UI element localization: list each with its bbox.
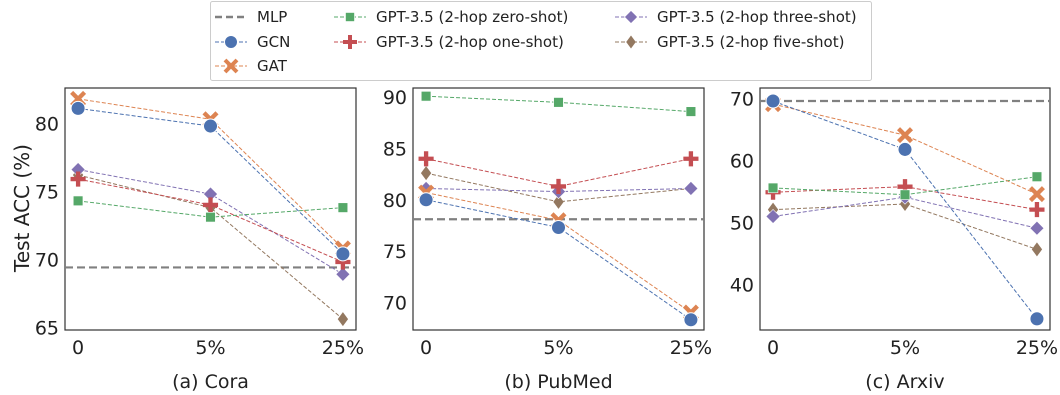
point-five [1031, 242, 1043, 257]
y-tick-label: 70 [383, 292, 407, 314]
series-three [70, 162, 351, 282]
y-tick-label: 70 [730, 89, 754, 111]
point-gcn [550, 219, 567, 235]
y-tick-label: 80 [35, 113, 59, 135]
point-zero [685, 106, 697, 117]
point-five [553, 194, 564, 209]
legend-item-gat: GAT [215, 57, 288, 75]
x-tick-label: 25% [670, 337, 712, 359]
panel-3: 40 50 60 70 0 5% 25% (c) Arxiv [730, 87, 1058, 393]
legend-marker-one [343, 35, 357, 49]
legend-marker-gat [223, 58, 239, 74]
panel-1: 65 70 75 80 0 5% 25% (a) Cora [35, 87, 364, 393]
point-zero [420, 91, 432, 102]
y-axis-label: Test ACC (%) [10, 144, 34, 273]
y-tick-label: 70 [35, 249, 59, 271]
series-one [418, 151, 699, 195]
point-gcn [897, 141, 913, 157]
y-tick-label: 80 [383, 190, 407, 212]
x-tick-label: 0 [767, 337, 779, 359]
point-one [1029, 202, 1045, 218]
legend: MLP GCN GAT GPT-3.5 (2-hop zero-shot) GPT-3.… [210, 1, 872, 81]
point-one [550, 178, 567, 195]
point-five [420, 166, 432, 181]
legend-item-mlp: MLP [215, 8, 287, 26]
point-zero [337, 202, 349, 213]
point-three [335, 266, 351, 282]
series-zero [420, 91, 697, 117]
legend-label-one: GPT-3.5 (2-hop one-shot) [376, 33, 564, 51]
point-gcn [683, 312, 699, 328]
point-zero [553, 97, 564, 108]
y-tick-label: 50 [730, 213, 754, 235]
y-tick-label: 90 [383, 87, 407, 109]
legend-marker-gcn [224, 35, 238, 49]
point-one [683, 151, 699, 167]
panels: 65 70 75 80 0 5% 25% (a) Cora 70 75 80 85 90 0 5% 25% (b… [35, 87, 1058, 393]
point-three [1029, 220, 1045, 236]
y-tick-label: 60 [730, 151, 754, 173]
legend-item-one: GPT-3.5 (2-hop one-shot) [334, 33, 564, 51]
y-tick-label: 75 [35, 181, 59, 203]
legend-item-zero: GPT-3.5 (2-hop zero-shot) [334, 8, 568, 26]
point-gat [1028, 186, 1045, 203]
legend-label-gcn: GCN [257, 33, 290, 51]
point-gcn [1029, 311, 1045, 327]
series-gcn [70, 100, 351, 262]
point-gcn [202, 118, 219, 134]
series-gcn [418, 192, 699, 328]
point-three [683, 181, 699, 196]
legend-marker-zero [345, 12, 355, 22]
point-zero [899, 189, 911, 200]
panel-2: 70 75 80 85 90 0 5% 25% (b) PubMed [383, 87, 712, 393]
x-tick-label: 5% [543, 337, 573, 359]
series-gcn [765, 93, 1045, 327]
x-tick-label: 25% [1016, 337, 1058, 359]
legend-item-three: GPT-3.5 (2-hop three-shot) [615, 8, 857, 26]
legend-label-gat: GAT [257, 57, 288, 75]
point-zero [767, 182, 779, 194]
point-three [765, 209, 781, 224]
x-tick-label: 0 [72, 337, 84, 359]
legend-marker-three [624, 10, 638, 24]
point-gat [896, 127, 914, 144]
y-tick-label: 85 [383, 139, 407, 161]
point-one [202, 197, 219, 213]
point-one [70, 171, 86, 187]
panel-title: (a) Cora [172, 371, 249, 393]
legend-label-five: GPT-3.5 (2-hop five-shot) [657, 33, 844, 51]
point-gcn [765, 93, 781, 109]
point-one [418, 151, 434, 167]
x-tick-label: 0 [420, 337, 432, 359]
series-line-five [77, 174, 344, 320]
point-gcn [418, 192, 434, 208]
series-zero [767, 171, 1043, 200]
legend-item-five: GPT-3.5 (2-hop five-shot) [615, 33, 844, 51]
point-five [337, 312, 349, 327]
plot-area-frame [412, 87, 705, 331]
point-zero [1031, 171, 1043, 182]
x-tick-label: 5% [890, 337, 920, 359]
point-gcn [70, 100, 86, 116]
legend-label-three: GPT-3.5 (2-hop three-shot) [657, 8, 857, 26]
legend-label-zero: GPT-3.5 (2-hop zero-shot) [376, 8, 568, 26]
y-tick-label: 75 [383, 241, 407, 263]
y-tick-label: 65 [35, 317, 59, 339]
legend-item-gcn: GCN [215, 33, 290, 51]
x-tick-label: 25% [322, 337, 364, 359]
panel-title: (b) PubMed [504, 371, 612, 393]
panel-title: (c) Arxiv [865, 371, 944, 393]
legend-marker-five [626, 35, 636, 49]
x-tick-label: 5% [195, 337, 225, 359]
legend-label-mlp: MLP [257, 8, 287, 26]
point-zero [72, 195, 84, 207]
point-gcn [335, 246, 351, 262]
series-zero [72, 195, 349, 223]
y-tick-label: 40 [730, 275, 754, 297]
point-zero [205, 211, 216, 223]
legend-frame [210, 1, 872, 81]
series-one [70, 171, 351, 270]
